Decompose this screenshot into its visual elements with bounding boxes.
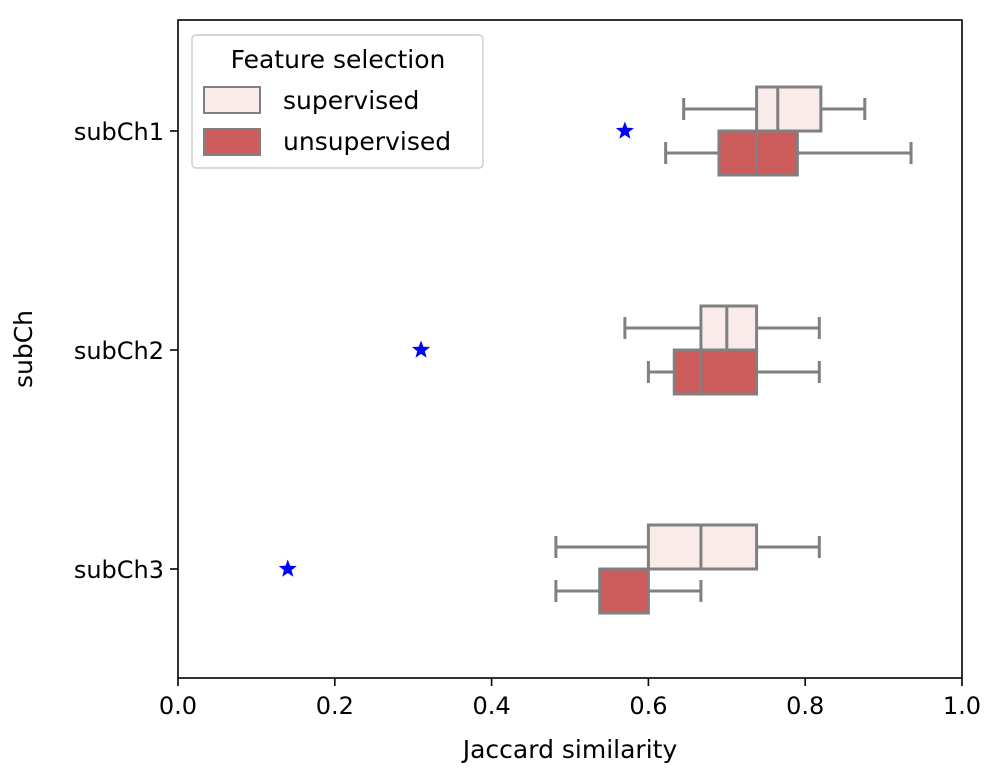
y-tick-label: subCh2 — [74, 337, 164, 365]
axis-layer: 0.0 0.2 0.4 0.6 0.8 1.0 subCh1 subCh2 subCh3 — [74, 118, 981, 720]
iqr-box — [672, 348, 759, 396]
box-unsupervised-subCh3 — [554, 567, 703, 615]
iqr-box — [646, 523, 759, 571]
legend-label-supervised: supervised — [283, 86, 419, 115]
plot-layer — [278, 85, 913, 615]
iqr-box — [598, 567, 650, 615]
x-axis-label: Jaccard similarity — [461, 735, 678, 764]
star-marker-subCh2 — [412, 340, 431, 358]
legend-title: Feature selection — [231, 45, 446, 74]
star-marker-subCh3 — [278, 559, 297, 577]
x-tick-label: 0.6 — [629, 692, 667, 720]
x-tick-label: 0.0 — [159, 692, 197, 720]
y-tick-label: subCh3 — [74, 556, 164, 584]
iqr-box — [699, 304, 759, 352]
iqr-box — [717, 129, 799, 177]
box-unsupervised-subCh1 — [664, 129, 913, 177]
y-tick-label: subCh1 — [74, 118, 164, 146]
plot-frame — [177, 19, 963, 679]
y-axis-label: subCh — [9, 310, 38, 388]
box-supervised-subCh1 — [682, 85, 867, 133]
legend-label-unsupervised: unsupervised — [283, 127, 451, 156]
legend-swatch-unsupervised — [203, 128, 261, 156]
box-supervised-subCh3 — [554, 523, 821, 571]
legend: Feature selection supervised unsupervise… — [191, 34, 484, 169]
box-supervised-subCh2 — [623, 304, 821, 352]
x-tick-label: 0.2 — [316, 692, 354, 720]
iqr-box — [755, 85, 823, 133]
legend-swatch-supervised — [203, 86, 261, 114]
x-tick-label: 1.0 — [943, 692, 981, 720]
box-unsupervised-subCh2 — [646, 348, 821, 396]
x-tick-label: 0.4 — [473, 692, 511, 720]
star-marker-subCh1 — [615, 121, 634, 139]
x-tick-label: 0.8 — [786, 692, 824, 720]
legend-frame — [191, 34, 484, 169]
